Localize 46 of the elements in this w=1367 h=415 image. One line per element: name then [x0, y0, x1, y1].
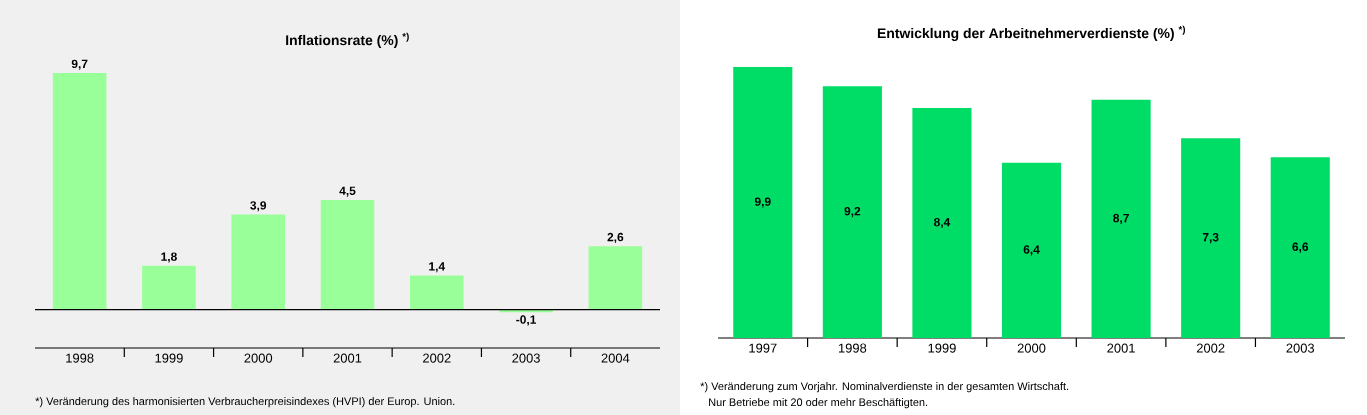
data-label: 1,8 — [161, 252, 177, 263]
data-label: 6,6 — [1292, 242, 1309, 253]
data-label: 4,5 — [339, 186, 356, 197]
x-tick-label: 1998 — [838, 343, 867, 353]
text: Nur Betriebe mit 20 oder mehr Beschäftigten. — [709, 398, 928, 409]
bar — [1270, 157, 1330, 338]
bar — [142, 265, 196, 310]
text: *) Veränderung zum Vorjahr. Nominalverdienste in der gesamten Wirtschaft. — [700, 382, 1069, 393]
chart-title: Entwicklung der Arbeitnehmerverdienste (%) $^{*)}$ — [877, 25, 1186, 41]
data-label: 8,7 — [1113, 213, 1129, 224]
x-tick-label: 2004 — [601, 353, 630, 363]
x-tick-label: 1997 — [749, 343, 777, 353]
x-tick-label: 2000 — [1017, 343, 1046, 353]
data-label: 6,4 — [1023, 245, 1040, 256]
x-tick-label: 2003 — [512, 353, 540, 363]
x-tick-label: 2003 — [1286, 343, 1315, 353]
text: *) Veränderung des harmonisierten Verbraucherpreisindexes (HVPI) der Europ. Union. — [35, 397, 455, 408]
bar — [1001, 162, 1062, 338]
bar — [320, 199, 375, 310]
bar — [410, 275, 464, 310]
data-label: 9,2 — [844, 206, 861, 218]
data-label: 3,9 — [250, 201, 267, 212]
bar — [1181, 138, 1241, 338]
x-tick-label: 2001 — [1107, 343, 1135, 353]
x-tick-label: 2002 — [1196, 343, 1225, 353]
data-label: 2,6 — [607, 232, 624, 244]
bar — [912, 108, 972, 338]
bar — [588, 246, 643, 310]
bar — [52, 73, 107, 310]
x-tick-label: 1998 — [66, 353, 94, 363]
data-label: 1,4 — [429, 262, 446, 273]
bar — [822, 86, 882, 338]
chart-title: Inflationsrate (%) $^{*)}$ — [286, 32, 409, 48]
x-tick-label: 1999 — [155, 353, 183, 363]
x-tick-label: 1999 — [928, 343, 956, 353]
bar — [231, 214, 286, 310]
data-label: 7,3 — [1202, 232, 1219, 244]
x-tick-label: 2002 — [423, 353, 451, 363]
x-tick-label: 2001 — [333, 353, 362, 363]
data-label: 8,4 — [934, 217, 951, 229]
data-label: -0,1 — [516, 315, 537, 326]
data-label: 9,7 — [71, 59, 88, 70]
x-tick-label: 2000 — [244, 353, 273, 363]
data-label: 9,9 — [754, 197, 771, 208]
bar — [733, 66, 793, 338]
bar — [1091, 99, 1151, 338]
